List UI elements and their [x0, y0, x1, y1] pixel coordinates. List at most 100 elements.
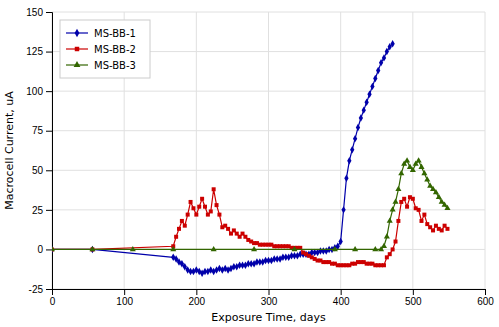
x-axis-title: Exposure Time, days: [211, 311, 326, 324]
point: [407, 164, 413, 169]
tick: 300: [261, 289, 278, 307]
point: [384, 233, 390, 238]
tick: 500: [405, 289, 422, 307]
tick-mark: [269, 289, 270, 295]
tick-mark: [413, 289, 414, 295]
point: [385, 48, 389, 55]
point: [353, 135, 357, 142]
point: [373, 75, 377, 82]
tick: 0: [50, 289, 56, 307]
tick-label: 500: [405, 296, 422, 307]
tick-label: 100: [116, 296, 133, 307]
legend-box: [60, 20, 150, 78]
point: [439, 198, 445, 203]
tick-mark: [46, 52, 52, 53]
point: [362, 106, 366, 113]
point: [291, 246, 297, 251]
legend-label: MS-BB-1: [94, 28, 136, 39]
point: [174, 235, 178, 239]
legend-marker: [75, 47, 79, 51]
point: [191, 206, 195, 210]
point: [390, 40, 394, 47]
point: [433, 189, 439, 194]
y-axis-title: Macrocell Current, uA: [3, 91, 16, 210]
tick: 600: [477, 289, 494, 307]
point: [352, 246, 358, 251]
tick: 400: [333, 289, 350, 307]
point: [344, 174, 348, 181]
tick-mark: [196, 289, 197, 295]
grid-line: [196, 12, 197, 289]
tick-label: -25: [29, 284, 44, 295]
tick: 25: [32, 205, 52, 216]
point: [419, 219, 423, 223]
point: [90, 246, 94, 253]
tick-label: 600: [477, 296, 494, 307]
tick-mark: [124, 289, 125, 295]
grid: [52, 12, 485, 289]
point: [370, 83, 374, 90]
tick: 100: [116, 289, 133, 307]
point: [189, 200, 193, 204]
point: [382, 263, 386, 267]
tick-label: 100: [26, 86, 43, 97]
tick-label: 200: [188, 296, 205, 307]
grid-line: [340, 12, 341, 289]
point: [388, 252, 392, 256]
point: [402, 197, 406, 201]
point: [226, 227, 230, 231]
point: [356, 124, 360, 131]
grid-line: [52, 91, 485, 92]
tick: 150: [26, 7, 52, 18]
point: [416, 157, 422, 162]
point: [177, 227, 181, 231]
point: [209, 209, 213, 213]
tick-mark: [46, 91, 52, 92]
tick: 50: [32, 165, 52, 176]
tick: 75: [32, 125, 52, 136]
point: [405, 205, 409, 209]
point: [422, 213, 426, 217]
point: [339, 238, 343, 245]
point: [52, 246, 54, 253]
point: [332, 246, 338, 251]
axis-line: [46, 13, 53, 290]
legend-item: MS-BB-3: [66, 60, 136, 71]
point: [89, 246, 95, 251]
grid-line: [268, 12, 269, 289]
point: [217, 213, 221, 217]
legend: MS-BB-1MS-BB-2MS-BB-3: [60, 20, 150, 78]
point: [376, 67, 380, 74]
tick-mark: [341, 289, 342, 295]
point: [418, 164, 424, 169]
point: [372, 246, 378, 251]
point: [445, 227, 449, 231]
chart: 0 100 200 300 400 500 600 -25 0 25 50 75 100 125 150 MS…: [0, 0, 499, 327]
point: [421, 170, 427, 175]
tick-label: 300: [261, 296, 278, 307]
point: [424, 176, 430, 181]
point: [170, 246, 176, 251]
tick: 100: [26, 86, 52, 97]
point: [392, 198, 398, 203]
tick: 200: [188, 289, 205, 307]
tick-label: 125: [26, 46, 43, 57]
point: [183, 224, 187, 228]
legend-marker: [74, 61, 81, 67]
point: [251, 246, 257, 251]
point: [444, 205, 450, 210]
point: [395, 186, 401, 191]
point: [347, 157, 351, 164]
tick-label: 0: [50, 296, 56, 307]
legend-item: MS-BB-1: [66, 28, 136, 39]
point: [436, 194, 442, 199]
plot: 0 100 200 300 400 500 600 -25 0 25 50 75 100 125 150 MS…: [26, 7, 494, 307]
point: [431, 228, 435, 232]
tick: 0: [37, 244, 52, 255]
series-line: [52, 161, 447, 250]
grid-line: [52, 130, 485, 131]
x-axis: 0 100 200 300 400 500 600: [50, 289, 495, 307]
tick-label: 50: [32, 165, 44, 176]
point: [197, 205, 201, 209]
point: [52, 246, 55, 251]
